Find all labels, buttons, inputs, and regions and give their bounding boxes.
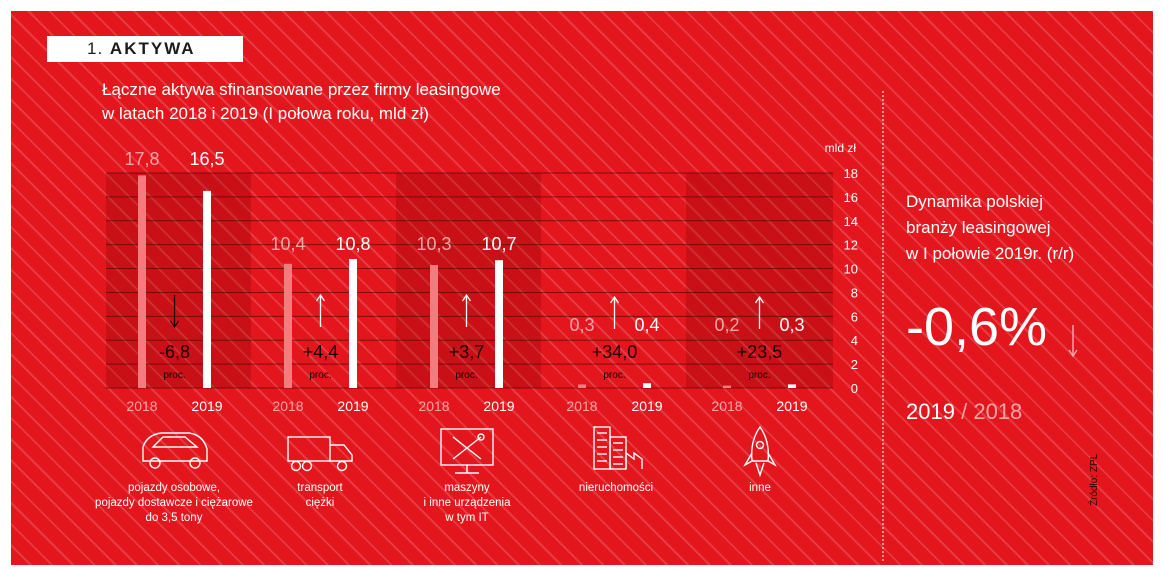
change-value: +4,4 bbox=[303, 342, 339, 362]
dynamics-year-base: 2018 bbox=[973, 399, 1023, 424]
dynamics-title-line-2: branży leasingowej bbox=[906, 218, 1051, 237]
arrow-head bbox=[609, 295, 620, 304]
icon-caption: transport ciężki bbox=[260, 481, 380, 511]
bar-2018 bbox=[430, 264, 438, 388]
machinery-icon bbox=[440, 428, 494, 474]
value-label-2019: 10,7 bbox=[481, 234, 516, 254]
bar-2019 bbox=[203, 190, 211, 388]
icon-caption: nieruchomości bbox=[556, 481, 676, 496]
section-tag: 1. AKTYWA bbox=[47, 36, 243, 62]
dynamics-title-line-3: w I połowie 2019r. (r/r) bbox=[906, 244, 1075, 263]
change-value: +3,7 bbox=[449, 342, 485, 362]
bar-2018 bbox=[284, 263, 292, 388]
bar-2018 bbox=[723, 385, 731, 388]
bar-2018 bbox=[138, 175, 146, 388]
value-label-2019: 10,8 bbox=[335, 234, 370, 254]
icon-caption-line: transport bbox=[297, 482, 343, 494]
y-tick-label: 12 bbox=[844, 238, 858, 253]
change-unit: proc. bbox=[748, 370, 770, 381]
icon-caption-line: inne bbox=[749, 482, 771, 494]
chart-title-line-2: w latach 2018 i 2019 (I połowa roku, mld… bbox=[102, 104, 429, 123]
icon-caption-line: pojazdy osobowe, bbox=[127, 482, 221, 494]
section-label: AKTYWA bbox=[109, 39, 196, 58]
change-unit: proc. bbox=[309, 370, 331, 381]
value-label-2019: 0,3 bbox=[779, 315, 804, 335]
section-number: 1. bbox=[87, 39, 104, 58]
y-tick-label: 4 bbox=[851, 333, 858, 348]
value-label-2018: 0,3 bbox=[569, 315, 594, 335]
icon-caption-line: w tym IT bbox=[445, 512, 489, 524]
change-value: -6,8 bbox=[159, 342, 190, 362]
car-icon bbox=[142, 432, 208, 469]
chart-title: Łączne aktywa sfinansowane przez firmy l… bbox=[102, 78, 582, 126]
value-label-2019: 0,4 bbox=[634, 315, 659, 335]
bar-2019 bbox=[643, 383, 651, 388]
value-label-2019: 16,5 bbox=[189, 149, 224, 169]
bar-2019 bbox=[788, 384, 796, 388]
arrow-head bbox=[169, 320, 180, 329]
chart-title-line-1: Łączne aktywa sfinansowane przez firmy l… bbox=[102, 80, 501, 99]
change-unit: proc. bbox=[455, 370, 477, 381]
bar-2018 bbox=[578, 384, 586, 388]
category-band bbox=[106, 173, 251, 388]
x-label-2019: 2019 bbox=[776, 398, 807, 414]
dynamics-separator: / bbox=[961, 399, 968, 424]
rocket-icon bbox=[743, 425, 777, 478]
buildings-icon bbox=[593, 426, 643, 470]
dynamics-title-line-1: Dynamika polskiej bbox=[906, 192, 1043, 211]
y-tick-label: 18 bbox=[844, 166, 858, 181]
down-arrow-icon bbox=[1068, 325, 1078, 358]
value-label-2018: 0,2 bbox=[714, 315, 739, 335]
icon-caption-line: pojazdy dostawcze i ciężarowe bbox=[95, 497, 253, 509]
dynamics-year-current: 2019 bbox=[906, 399, 955, 424]
bar-2019 bbox=[349, 259, 357, 388]
icon-caption: inne bbox=[710, 481, 810, 496]
change-unit: proc. bbox=[603, 370, 625, 381]
bar-chart: 0 2 4 6 8 10 12 14 16 18 mld zł 17,8 16,5 2018 2019 -6,… bbox=[106, 141, 858, 478]
x-label-2019: 2019 bbox=[337, 398, 368, 414]
arrow-head bbox=[461, 293, 472, 302]
y-tick-label: 0 bbox=[851, 381, 858, 396]
x-label-2019: 2019 bbox=[631, 398, 662, 414]
y-tick-label: 2 bbox=[851, 357, 858, 372]
source-note: Źródło: ZPL bbox=[1089, 453, 1100, 506]
x-label-2019: 2019 bbox=[483, 398, 514, 414]
change-value: +34,0 bbox=[592, 342, 638, 362]
x-label-2018: 2018 bbox=[566, 398, 597, 414]
x-label-2018: 2018 bbox=[126, 398, 157, 414]
category-band bbox=[396, 173, 541, 388]
truck-icon bbox=[287, 436, 353, 472]
y-axis-unit: mld zł bbox=[825, 141, 857, 155]
category-band bbox=[686, 173, 833, 388]
icon-caption: maszyny i inne urządzenia w tym IT bbox=[397, 481, 537, 526]
icon-caption-line: do 3,5 tony bbox=[145, 512, 203, 524]
change-unit: proc. bbox=[163, 370, 185, 381]
value-label-2018: 10,4 bbox=[270, 234, 305, 254]
value-label-2018: 17,8 bbox=[124, 149, 159, 169]
x-label-2018: 2018 bbox=[711, 398, 742, 414]
infographic-panel: 1. AKTYWA Łączne aktywa sfinansowane prz… bbox=[11, 11, 1153, 565]
bar-2019 bbox=[495, 260, 503, 388]
change-value: +23,5 bbox=[737, 342, 783, 362]
icon-caption-line: i inne urządzenia bbox=[423, 497, 511, 509]
icon-caption-line: ciężki bbox=[305, 497, 335, 509]
y-tick-label: 14 bbox=[844, 214, 858, 229]
y-tick-label: 10 bbox=[844, 262, 858, 277]
y-tick-label: 6 bbox=[851, 309, 858, 324]
arrow-head bbox=[754, 295, 765, 304]
icon-caption: pojazdy osobowe, pojazdy dostawcze i cięż… bbox=[69, 481, 279, 526]
divider bbox=[882, 91, 884, 561]
x-label-2018: 2018 bbox=[272, 398, 303, 414]
x-label-2018: 2018 bbox=[418, 398, 449, 414]
icon-caption-line: maszyny bbox=[444, 482, 490, 494]
dynamics-years: 2019 / 2018 bbox=[906, 399, 1022, 425]
x-label-2019: 2019 bbox=[191, 398, 222, 414]
dynamics-title: Dynamika polskiej branży leasingowej w I… bbox=[906, 189, 1136, 267]
value-label-2018: 10,3 bbox=[416, 234, 451, 254]
icon-caption-line: nieruchomości bbox=[578, 482, 654, 494]
y-tick-label: 8 bbox=[851, 285, 858, 300]
dynamics-value: -0,6% bbox=[906, 297, 1048, 357]
arrow-head bbox=[315, 293, 326, 302]
y-tick-label: 16 bbox=[844, 190, 858, 205]
